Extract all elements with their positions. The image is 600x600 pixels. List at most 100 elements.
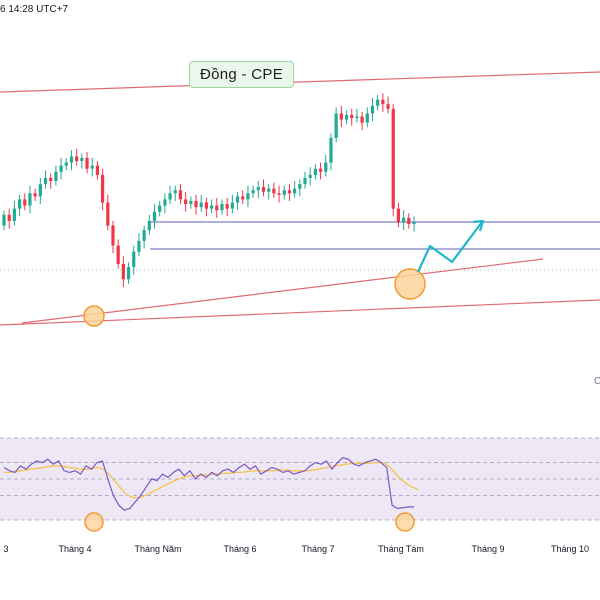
candle-body [54, 171, 58, 181]
candle-body [126, 267, 131, 280]
candle-body [2, 214, 6, 226]
candle-body [267, 188, 271, 192]
candle-body [80, 157, 84, 162]
candle-body [235, 196, 240, 203]
candle-body [324, 162, 328, 172]
candle-body [313, 168, 318, 175]
upper-trendline [0, 71, 600, 93]
candle-body [43, 177, 48, 185]
candle-body [365, 113, 369, 123]
candle-body [64, 162, 68, 166]
oscillator-panel [0, 437, 600, 532]
candle-body [282, 190, 286, 195]
candle-body [407, 217, 411, 224]
candle-body [137, 240, 141, 252]
x-tick-label: Tháng 10 [550, 544, 590, 554]
candle-body [12, 208, 16, 221]
edge-label: C [594, 376, 600, 387]
rsi-low-marker [395, 512, 415, 532]
candle-body [168, 193, 172, 200]
candle-body [106, 202, 110, 226]
rsi-line [3, 457, 414, 511]
candle-body [402, 217, 406, 223]
candle-body [116, 245, 120, 264]
candle-body [220, 204, 224, 211]
candle-body [287, 190, 292, 194]
timestamp-label: 6 14:28 UTC+7 [0, 4, 69, 15]
candle-body [339, 113, 343, 120]
candle-body [329, 138, 333, 163]
candle-body [17, 199, 22, 209]
candle-body [95, 165, 100, 175]
candle-body [381, 99, 385, 105]
x-tick-label: 3 [3, 544, 9, 554]
candle-body [158, 205, 162, 212]
candle-body [261, 187, 266, 192]
candle-body [173, 190, 177, 194]
candle-body [85, 157, 89, 169]
x-tick-label: Tháng 7 [301, 544, 335, 554]
candle-body [396, 208, 401, 223]
candle-body [59, 165, 63, 172]
candle-body [75, 156, 79, 162]
candle-body [38, 184, 42, 197]
candle-body [386, 104, 390, 109]
candle-body [189, 200, 193, 205]
rsi-band [0, 438, 600, 520]
candle-body [360, 116, 364, 123]
x-tick-label: Tháng 4 [58, 544, 92, 554]
candle-body [199, 202, 203, 208]
rsi-low-marker [84, 512, 104, 532]
projection-arrowhead [472, 219, 485, 232]
candle-body [142, 230, 146, 241]
low-marker [83, 305, 105, 327]
support-trendline [21, 258, 544, 324]
candle-body [308, 174, 312, 178]
candle-body [90, 165, 94, 169]
projection-path [417, 221, 483, 273]
candle-body [33, 193, 37, 197]
candle-body [391, 108, 395, 209]
candle-body [355, 116, 359, 119]
rsi-ma-line [4, 461, 419, 499]
candle-body [318, 168, 323, 172]
x-tick-label: Tháng Năm [134, 544, 182, 554]
candle-body [293, 188, 297, 194]
candle-body [152, 211, 157, 221]
candle-body [23, 199, 27, 206]
candle-body [215, 205, 219, 211]
asset-label: Đồng - CPE [189, 61, 295, 88]
candle-body [246, 193, 250, 200]
candle-body [111, 225, 115, 246]
candle-body [277, 193, 281, 195]
candle-body [298, 184, 302, 189]
x-tick-label: Tháng 9 [471, 544, 505, 554]
candle-body [370, 105, 375, 114]
x-tick-label: Tháng 6 [223, 544, 257, 554]
candle-body [412, 222, 416, 224]
candle-body [147, 220, 151, 231]
candle-body [251, 190, 255, 194]
candle-body [121, 263, 125, 280]
candle-body [194, 200, 198, 208]
candle-body [344, 114, 349, 120]
x-tick-label: Tháng Tám [378, 544, 424, 554]
price-panel [0, 71, 600, 327]
candle-body [209, 205, 214, 209]
candle-body [225, 204, 229, 209]
candle-body [204, 202, 209, 209]
candle-body [334, 113, 338, 138]
candle-body [303, 177, 307, 185]
candle-body [241, 196, 245, 200]
candle-body [100, 174, 105, 203]
candle-body [256, 187, 260, 191]
candle-body [132, 251, 136, 267]
candle-body [69, 156, 74, 163]
candle-body [376, 99, 380, 106]
candle-body [178, 190, 183, 200]
candle-body [184, 199, 188, 205]
candle-body [230, 202, 234, 209]
candle-body [272, 188, 276, 194]
